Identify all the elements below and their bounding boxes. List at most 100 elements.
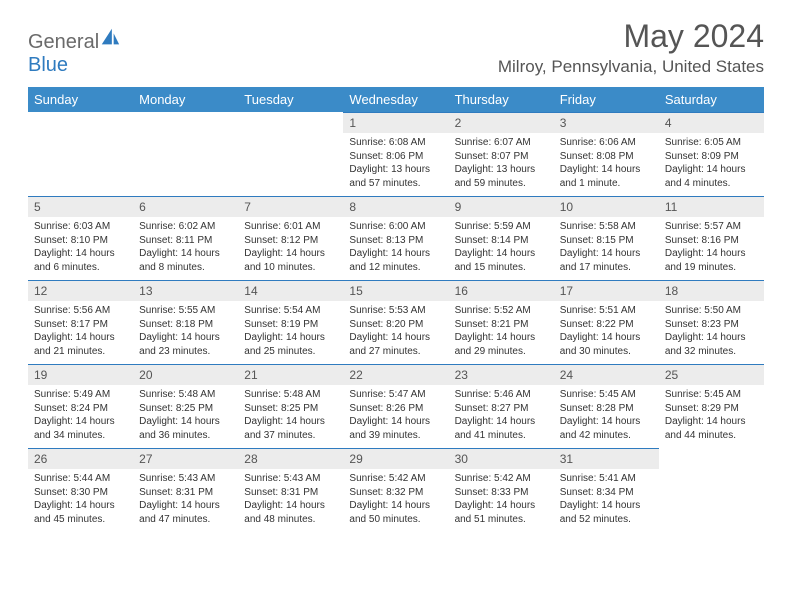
day-number: 31	[554, 448, 659, 469]
calendar-cell: 1Sunrise: 6:08 AMSunset: 8:06 PMDaylight…	[343, 112, 448, 196]
day-details: Sunrise: 5:49 AMSunset: 8:24 PMDaylight:…	[28, 385, 133, 448]
calendar-week: 19Sunrise: 5:49 AMSunset: 8:24 PMDayligh…	[28, 364, 764, 448]
calendar-cell: 19Sunrise: 5:49 AMSunset: 8:24 PMDayligh…	[28, 364, 133, 448]
calendar-cell: 26Sunrise: 5:44 AMSunset: 8:30 PMDayligh…	[28, 448, 133, 532]
logo-text-2: Blue	[28, 54, 68, 76]
daylight-text: Daylight: 14 hours and 50 minutes.	[349, 499, 442, 526]
daylight-text: Daylight: 14 hours and 4 minutes.	[665, 163, 758, 190]
day-details: Sunrise: 5:46 AMSunset: 8:27 PMDaylight:…	[449, 385, 554, 448]
sunrise-text: Sunrise: 5:49 AM	[34, 388, 127, 402]
day-number: 30	[449, 448, 554, 469]
day-number: 4	[659, 112, 764, 133]
calendar-cell: 11Sunrise: 5:57 AMSunset: 8:16 PMDayligh…	[659, 196, 764, 280]
sunset-text: Sunset: 8:31 PM	[244, 486, 337, 500]
sunset-text: Sunset: 8:13 PM	[349, 234, 442, 248]
day-header: Saturday	[659, 87, 764, 112]
location: Milroy, Pennsylvania, United States	[498, 57, 764, 77]
calendar-cell: 16Sunrise: 5:52 AMSunset: 8:21 PMDayligh…	[449, 280, 554, 364]
day-header: Sunday	[28, 87, 133, 112]
calendar-cell: 18Sunrise: 5:50 AMSunset: 8:23 PMDayligh…	[659, 280, 764, 364]
day-details: Sunrise: 5:45 AMSunset: 8:29 PMDaylight:…	[659, 385, 764, 448]
calendar-cell	[238, 112, 343, 196]
day-number: 1	[343, 112, 448, 133]
day-details: Sunrise: 5:43 AMSunset: 8:31 PMDaylight:…	[133, 469, 238, 532]
daylight-text: Daylight: 14 hours and 44 minutes.	[665, 415, 758, 442]
sunrise-text: Sunrise: 5:42 AM	[349, 472, 442, 486]
day-number: 27	[133, 448, 238, 469]
sunset-text: Sunset: 8:14 PM	[455, 234, 548, 248]
daylight-text: Daylight: 14 hours and 29 minutes.	[455, 331, 548, 358]
daylight-text: Daylight: 14 hours and 39 minutes.	[349, 415, 442, 442]
day-number: 22	[343, 364, 448, 385]
sunset-text: Sunset: 8:08 PM	[560, 150, 653, 164]
daylight-text: Daylight: 14 hours and 21 minutes.	[34, 331, 127, 358]
daylight-text: Daylight: 14 hours and 8 minutes.	[139, 247, 232, 274]
day-number: 14	[238, 280, 343, 301]
sunrise-text: Sunrise: 6:00 AM	[349, 220, 442, 234]
day-details: Sunrise: 5:59 AMSunset: 8:14 PMDaylight:…	[449, 217, 554, 280]
day-details: Sunrise: 5:47 AMSunset: 8:26 PMDaylight:…	[343, 385, 448, 448]
month-title: May 2024	[498, 18, 764, 55]
day-number: 9	[449, 196, 554, 217]
sunrise-text: Sunrise: 5:53 AM	[349, 304, 442, 318]
sunrise-text: Sunrise: 5:41 AM	[560, 472, 653, 486]
sunset-text: Sunset: 8:26 PM	[349, 402, 442, 416]
calendar-week: 26Sunrise: 5:44 AMSunset: 8:30 PMDayligh…	[28, 448, 764, 532]
day-header: Wednesday	[343, 87, 448, 112]
day-details: Sunrise: 6:01 AMSunset: 8:12 PMDaylight:…	[238, 217, 343, 280]
logo-sail-icon	[99, 26, 121, 48]
day-number: 8	[343, 196, 448, 217]
sunrise-text: Sunrise: 5:52 AM	[455, 304, 548, 318]
sunset-text: Sunset: 8:19 PM	[244, 318, 337, 332]
day-details: Sunrise: 5:58 AMSunset: 8:15 PMDaylight:…	[554, 217, 659, 280]
sunset-text: Sunset: 8:32 PM	[349, 486, 442, 500]
calendar-week: 1Sunrise: 6:08 AMSunset: 8:06 PMDaylight…	[28, 112, 764, 196]
sunset-text: Sunset: 8:20 PM	[349, 318, 442, 332]
day-number	[238, 112, 343, 118]
calendar-cell: 3Sunrise: 6:06 AMSunset: 8:08 PMDaylight…	[554, 112, 659, 196]
calendar-week: 5Sunrise: 6:03 AMSunset: 8:10 PMDaylight…	[28, 196, 764, 280]
day-details: Sunrise: 5:43 AMSunset: 8:31 PMDaylight:…	[238, 469, 343, 532]
daylight-text: Daylight: 14 hours and 12 minutes.	[349, 247, 442, 274]
day-number: 12	[28, 280, 133, 301]
day-details: Sunrise: 5:48 AMSunset: 8:25 PMDaylight:…	[133, 385, 238, 448]
calendar-cell: 24Sunrise: 5:45 AMSunset: 8:28 PMDayligh…	[554, 364, 659, 448]
sunrise-text: Sunrise: 5:51 AM	[560, 304, 653, 318]
sunset-text: Sunset: 8:10 PM	[34, 234, 127, 248]
day-number: 7	[238, 196, 343, 217]
sunset-text: Sunset: 8:34 PM	[560, 486, 653, 500]
day-details: Sunrise: 6:03 AMSunset: 8:10 PMDaylight:…	[28, 217, 133, 280]
day-details: Sunrise: 6:00 AMSunset: 8:13 PMDaylight:…	[343, 217, 448, 280]
sunset-text: Sunset: 8:23 PM	[665, 318, 758, 332]
calendar-cell: 14Sunrise: 5:54 AMSunset: 8:19 PMDayligh…	[238, 280, 343, 364]
daylight-text: Daylight: 14 hours and 30 minutes.	[560, 331, 653, 358]
sunset-text: Sunset: 8:11 PM	[139, 234, 232, 248]
sunrise-text: Sunrise: 5:56 AM	[34, 304, 127, 318]
day-number: 21	[238, 364, 343, 385]
calendar-cell: 22Sunrise: 5:47 AMSunset: 8:26 PMDayligh…	[343, 364, 448, 448]
calendar-cell: 7Sunrise: 6:01 AMSunset: 8:12 PMDaylight…	[238, 196, 343, 280]
sunset-text: Sunset: 8:30 PM	[34, 486, 127, 500]
sunset-text: Sunset: 8:28 PM	[560, 402, 653, 416]
sunset-text: Sunset: 8:18 PM	[139, 318, 232, 332]
calendar-body: 1Sunrise: 6:08 AMSunset: 8:06 PMDaylight…	[28, 112, 764, 532]
day-details: Sunrise: 6:02 AMSunset: 8:11 PMDaylight:…	[133, 217, 238, 280]
sunrise-text: Sunrise: 5:45 AM	[560, 388, 653, 402]
daylight-text: Daylight: 14 hours and 1 minute.	[560, 163, 653, 190]
calendar-cell: 6Sunrise: 6:02 AMSunset: 8:11 PMDaylight…	[133, 196, 238, 280]
calendar-cell: 5Sunrise: 6:03 AMSunset: 8:10 PMDaylight…	[28, 196, 133, 280]
calendar-week: 12Sunrise: 5:56 AMSunset: 8:17 PMDayligh…	[28, 280, 764, 364]
sunrise-text: Sunrise: 5:45 AM	[665, 388, 758, 402]
day-number	[28, 112, 133, 118]
sunset-text: Sunset: 8:07 PM	[455, 150, 548, 164]
daylight-text: Daylight: 14 hours and 34 minutes.	[34, 415, 127, 442]
sunset-text: Sunset: 8:17 PM	[34, 318, 127, 332]
daylight-text: Daylight: 13 hours and 59 minutes.	[455, 163, 548, 190]
sunset-text: Sunset: 8:24 PM	[34, 402, 127, 416]
sunset-text: Sunset: 8:21 PM	[455, 318, 548, 332]
sunset-text: Sunset: 8:12 PM	[244, 234, 337, 248]
calendar-cell: 30Sunrise: 5:42 AMSunset: 8:33 PMDayligh…	[449, 448, 554, 532]
day-number: 18	[659, 280, 764, 301]
sunrise-text: Sunrise: 5:43 AM	[139, 472, 232, 486]
sunset-text: Sunset: 8:31 PM	[139, 486, 232, 500]
